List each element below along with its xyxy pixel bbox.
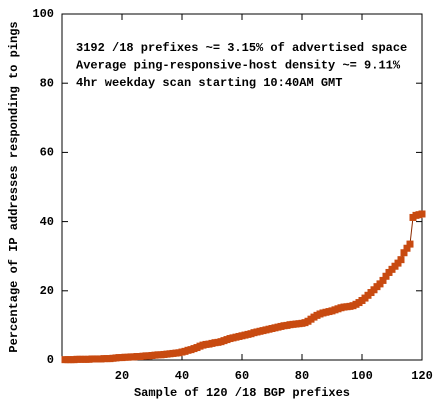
- y-tick-label: 20: [40, 284, 54, 298]
- annotation: Average ping-responsive-host density ~= …: [76, 59, 401, 73]
- x-tick-label: 80: [295, 369, 309, 383]
- x-tick-label: 60: [235, 369, 249, 383]
- y-tick-label: 80: [40, 76, 54, 90]
- x-tick-label: 20: [115, 369, 129, 383]
- data-point: [400, 249, 408, 257]
- data-point: [397, 256, 405, 264]
- data-point: [406, 240, 414, 248]
- y-axis-label: Percentage of IP addresses responding to…: [7, 21, 21, 352]
- x-tick-label: 40: [175, 369, 189, 383]
- y-tick-label: 100: [32, 7, 54, 21]
- y-tick-label: 60: [40, 146, 54, 160]
- y-tick-label: 40: [40, 215, 54, 229]
- data-point: [403, 244, 411, 252]
- annotation: 3192 /18 prefixes ~= 3.15% of advertised…: [76, 41, 407, 55]
- x-axis-label: Sample of 120 /18 BGP prefixes: [134, 386, 350, 400]
- data-point: [418, 210, 426, 218]
- x-tick-label: 100: [351, 369, 373, 383]
- x-tick-label: 120: [411, 369, 433, 383]
- annotation: 4hr weekday scan starting 10:40AM GMT: [76, 76, 342, 90]
- data-point: [379, 276, 387, 284]
- data-point: [382, 272, 390, 280]
- y-tick-label: 0: [47, 353, 54, 367]
